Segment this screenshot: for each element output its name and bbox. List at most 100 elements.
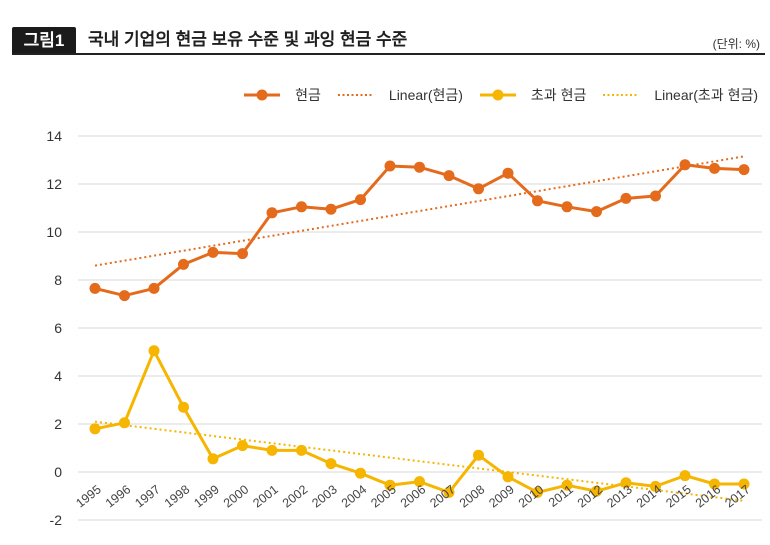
x-tick-label-2010: 2010: [516, 482, 547, 510]
x-tick-label-1999: 1999: [191, 482, 222, 510]
x-tick-label-2004: 2004: [339, 482, 370, 510]
legend-swatch-marker: [492, 89, 504, 101]
y-tick-label: -2: [50, 512, 63, 528]
chart-title: 국내 기업의 현금 보유 수준 및 과잉 현금 수준: [88, 30, 408, 49]
excess-cash-point-2002: [296, 444, 307, 456]
x-tick-label-1995: 1995: [73, 482, 104, 510]
x-tick-label-2003: 2003: [309, 482, 340, 510]
unit-label: (단위: %): [712, 37, 760, 51]
legend-swatch-cash-trend: [337, 94, 374, 96]
excess-cash-point-2016: [709, 478, 720, 490]
excess-cash-point-2009: [502, 471, 514, 483]
excess-cash-point-1996: [119, 417, 130, 429]
cash-point-2015: [679, 159, 691, 171]
cash-point-2003: [325, 203, 337, 215]
cash-point-2017: [738, 164, 750, 176]
cash-point-2016: [709, 162, 720, 174]
legend-label-cash-trend: Linear(현금): [388, 87, 463, 103]
excess-cash-point-2004: [355, 467, 366, 479]
cash-point-2011: [561, 201, 573, 213]
cash-point-2013: [620, 192, 632, 204]
y-tick-label: 8: [54, 272, 62, 288]
figure-label: 그림1: [23, 31, 65, 50]
legend-item-cash: 현금: [243, 85, 321, 105]
x-axis-tick-labels: 1995199619971998199920002001200220032004…: [73, 482, 753, 510]
trendlines: [94, 155, 745, 502]
excess-cash-line: [94, 349, 744, 494]
legend-swatch-excess-cash-trend: [603, 94, 640, 96]
y-tick-label: 14: [46, 128, 62, 144]
x-tick-label-2001: 2001: [250, 482, 281, 510]
data-series: [89, 159, 750, 498]
legend-swatch-cash: [244, 89, 281, 101]
legend-item-cash-trend: Linear(현금): [337, 85, 463, 105]
cash-point-2009: [502, 167, 514, 179]
excess-cash-point-2003: [325, 458, 337, 470]
cash-point-1999: [207, 246, 219, 258]
excess-cash-series: [89, 345, 750, 498]
cash-point-1997: [148, 282, 160, 294]
cash-point-2014: [650, 190, 661, 202]
x-tick-label-1997: 1997: [132, 482, 163, 510]
cash-point-2001: [266, 207, 278, 219]
figure-header: 그림1 국내 기업의 현금 보유 수준 및 과잉 현금 수준 (단위: %): [0, 0, 770, 60]
x-tick-label-2006: 2006: [398, 482, 429, 510]
cash-point-2010: [532, 195, 543, 207]
y-tick-label: 2: [54, 416, 62, 432]
excess-cash-point-2010: [532, 486, 543, 498]
excess-cash-point-2015: [679, 470, 691, 482]
excess-cash-point-2008: [473, 449, 484, 461]
excess-cash-point-1997: [148, 345, 160, 357]
excess-cash-point-1998: [178, 401, 189, 413]
excess-cash-point-2014: [650, 480, 661, 492]
excess-cash-point-2013: [620, 477, 632, 489]
y-tick-label: 12: [46, 176, 62, 192]
excess-cash-point-1995: [89, 423, 101, 435]
cash-point-1996: [119, 290, 130, 302]
x-tick-label-1996: 1996: [103, 482, 134, 510]
cash-point-1995: [89, 282, 101, 294]
excess-cash-point-2007: [443, 486, 455, 498]
legend-item-excess-cash-trend: Linear(초과 현금): [602, 85, 758, 105]
y-tick-label: 0: [54, 464, 62, 480]
chart-legend: 현금 Linear(현금) 초과 현금 Linear(초과 현금): [243, 84, 758, 106]
cash-point-2004: [355, 194, 366, 206]
cash-point-2007: [443, 170, 455, 182]
x-tick-label-2002: 2002: [280, 482, 311, 510]
excess-cash-point-2012: [591, 485, 602, 497]
cash-point-2002: [296, 201, 307, 213]
excess-cash-trend-line: [94, 420, 745, 502]
cash-point-2012: [591, 206, 602, 218]
x-tick-label-2009: 2009: [486, 482, 517, 510]
excess-cash-point-2005: [384, 479, 396, 491]
legend-label-excess-cash-trend: Linear(초과 현금): [654, 87, 758, 103]
x-tick-label-2008: 2008: [457, 482, 488, 510]
cash-series: [89, 159, 750, 302]
cash-point-2006: [414, 161, 425, 173]
legend-swatch-excess-cash: [479, 89, 516, 101]
header-rule: [12, 53, 765, 55]
excess-cash-point-2011: [561, 479, 573, 491]
x-tick-label-2000: 2000: [221, 482, 252, 510]
cash-point-2008: [473, 183, 484, 195]
figure-label-badge: 그림1: [12, 27, 76, 54]
cash-point-1998: [178, 258, 189, 270]
excess-cash-point-1999: [207, 453, 219, 465]
x-tick-label-2015: 2015: [663, 482, 694, 510]
legend-label-cash: 현금: [295, 87, 321, 103]
y-tick-label: 6: [54, 320, 62, 336]
legend-swatch-marker: [256, 89, 268, 101]
excess-cash-point-2000: [237, 440, 248, 452]
y-tick-label: 4: [54, 368, 62, 384]
legend-label-excess-cash: 초과 현금: [530, 87, 587, 103]
y-axis-tick-labels: 14 12 10 8 6 4 2 0 -2: [46, 128, 62, 528]
legend-item-excess-cash: 초과 현금: [479, 85, 586, 105]
excess-cash-point-2001: [266, 444, 278, 456]
cash-point-2005: [384, 160, 396, 172]
x-tick-label-1998: 1998: [162, 482, 193, 510]
cash-point-2000: [237, 248, 248, 260]
cash-trend-line: [94, 155, 745, 267]
excess-cash-point-2017: [738, 478, 750, 490]
y-tick-label: 10: [46, 224, 62, 240]
